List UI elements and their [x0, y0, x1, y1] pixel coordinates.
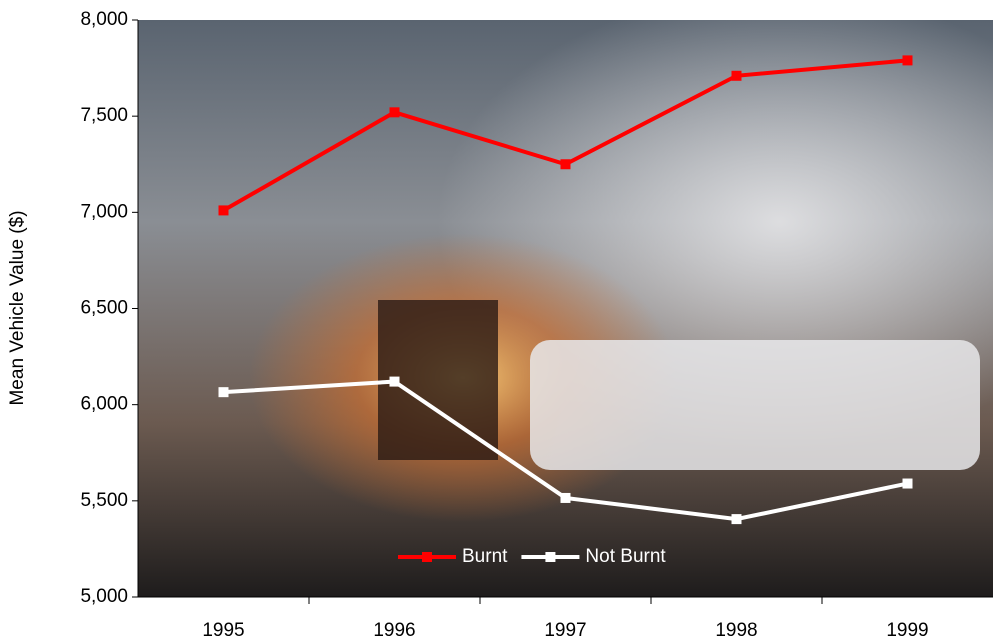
x-tick-label: 1996: [373, 620, 415, 641]
point: [218, 387, 229, 398]
y-tick-label: 8,000: [80, 9, 128, 30]
legend-label: Not Burnt: [585, 546, 666, 567]
y-tick-label: 7,000: [80, 201, 128, 222]
background-photo: [138, 20, 993, 597]
legend-label: Burnt: [462, 546, 508, 567]
y-tick-label: 5,000: [80, 586, 128, 607]
point: [560, 159, 571, 170]
x-tick-label: 1995: [202, 620, 244, 641]
point: [389, 376, 400, 387]
x-tick-label: 1997: [544, 620, 586, 641]
point: [389, 107, 400, 118]
x-tick-label: 1998: [715, 620, 757, 641]
y-tick-label: 6,000: [80, 394, 128, 415]
point: [902, 55, 913, 66]
point: [218, 205, 229, 216]
legend-marker: [422, 552, 432, 562]
y-tick-label: 6,500: [80, 298, 128, 319]
point: [731, 514, 742, 525]
legend-marker: [545, 552, 556, 562]
point: [731, 70, 742, 81]
point: [560, 492, 571, 503]
y-tick-label: 5,500: [80, 490, 128, 511]
y-axis-label: Mean Vehicle Value ($): [7, 210, 28, 405]
y-tick-label: 7,500: [80, 105, 128, 126]
point: [902, 478, 913, 489]
x-tick-label: 1999: [886, 620, 928, 641]
